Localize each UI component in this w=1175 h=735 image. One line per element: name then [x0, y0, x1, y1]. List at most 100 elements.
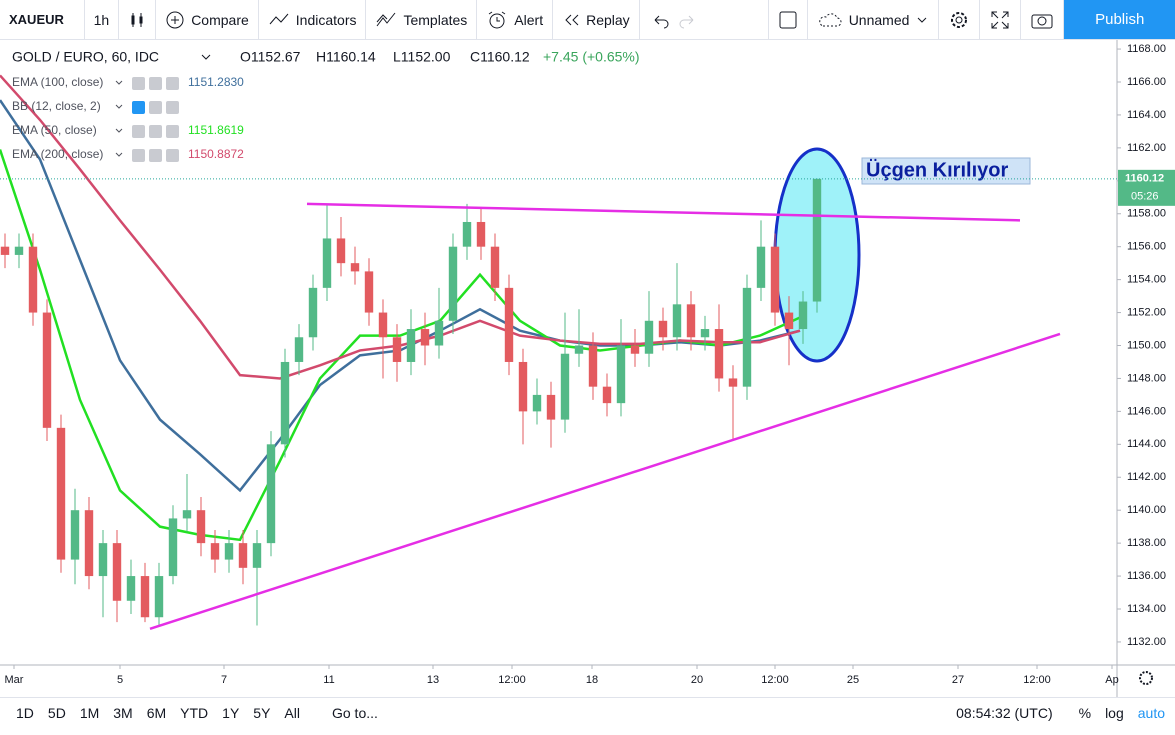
chevron [115, 152, 123, 157]
indicator-value: 1151.2830 [188, 75, 244, 89]
candle-body [798, 301, 808, 330]
y-tick-label: 1138.00 [1127, 537, 1166, 549]
y-tick-label: 1140.00 [1127, 504, 1166, 516]
candle-body [392, 337, 402, 362]
toolbar-button[interactable]: Templates [366, 0, 478, 39]
chevron [201, 54, 211, 60]
toolbar-button[interactable]: Replay [553, 0, 640, 39]
candle-body [196, 510, 206, 544]
candle-body [154, 576, 164, 618]
y-tick-label: 1142.00 [1127, 471, 1166, 483]
annotation-box [861, 157, 1031, 185]
candle-body [770, 246, 780, 313]
candle-body [84, 510, 94, 577]
toolbar-button[interactable]: Indicators [259, 0, 367, 39]
symbol[interactable]: XAUEUR [0, 0, 85, 39]
indicator-control[interactable] [166, 77, 179, 90]
label: Indicators [295, 11, 357, 28]
candle-body [210, 543, 220, 560]
indicator-control[interactable] [149, 125, 162, 138]
candle-body [420, 329, 430, 346]
y-tick-label: 1166.00 [1127, 76, 1166, 88]
candle-body [126, 576, 136, 601]
indicator-control[interactable] [132, 77, 145, 90]
toolbar-button[interactable]: Alert [477, 0, 554, 39]
candle-body [406, 329, 416, 362]
label: Unnamed [848, 11, 910, 28]
candle-body [448, 246, 458, 321]
candle-body [756, 246, 766, 288]
undo-redo[interactable] [640, 0, 708, 39]
icon [991, 11, 1009, 28]
y-tick-label: 1144.00 [1127, 438, 1166, 450]
fullscreen[interactable] [980, 0, 1022, 39]
candle-body [672, 304, 682, 338]
snapshot[interactable] [1021, 0, 1065, 39]
range-button[interactable]: 1D [16, 705, 34, 721]
candle-body [238, 543, 248, 568]
range-button[interactable]: YTD [180, 705, 209, 721]
range-button[interactable]: 3M [113, 705, 133, 721]
y-tick-label: 1148.00 [1127, 372, 1166, 384]
indicator-control[interactable] [166, 101, 179, 114]
candle-body [182, 510, 192, 519]
chart-style[interactable] [119, 0, 157, 39]
range-button[interactable]: 5Y [253, 705, 271, 721]
ohlc-value: L1152.00 [393, 49, 451, 65]
icon [818, 12, 842, 26]
candle-body [658, 320, 668, 338]
indicator-control[interactable] [132, 101, 145, 114]
goto[interactable]: Go to... [331, 705, 378, 721]
label: Compare [191, 11, 249, 28]
range-button[interactable]: 6M [146, 705, 167, 721]
icon [166, 11, 184, 28]
x-tick-label: Mar [5, 674, 24, 686]
candle-body [42, 312, 52, 428]
indicator-name: EMA (100, close) [12, 75, 103, 89]
candle-body [812, 178, 822, 302]
range-button[interactable]: 1M [79, 705, 100, 721]
publish-button[interactable]: Publish [1064, 0, 1175, 39]
chart-title: GOLD / EURO, 60, IDC [12, 49, 159, 65]
settings[interactable] [939, 0, 981, 39]
change: +7.45 (+0.65%) [543, 49, 640, 65]
indicator-control[interactable] [149, 101, 162, 114]
indicator-control[interactable] [149, 149, 162, 162]
indicator-control[interactable] [166, 149, 179, 162]
scale-option[interactable]: % [1078, 705, 1092, 721]
x-tick-label: 12:00 [1023, 674, 1051, 686]
indicator-control[interactable] [132, 125, 145, 138]
range-button[interactable]: 5D [47, 705, 66, 721]
scale-option[interactable]: log [1105, 705, 1124, 721]
x-tick-label: 18 [586, 674, 598, 686]
candle-body [168, 518, 178, 577]
candle-body [588, 345, 598, 387]
indicator-name: BB (12, close, 2) [12, 99, 101, 113]
layout-name[interactable]: Unnamed [808, 0, 940, 39]
indicator-line [0, 99, 801, 493]
toolbar-button[interactable]: Compare [156, 0, 259, 39]
layout-toggle[interactable] [767, 0, 808, 39]
icon [565, 14, 579, 25]
annotation: Üçgen Kırılıyor [866, 158, 1008, 181]
indicator-control[interactable] [132, 149, 145, 162]
indicator-control[interactable] [166, 125, 179, 138]
icon [779, 11, 797, 28]
icon [377, 12, 396, 26]
countdown: 05:26 [1131, 191, 1159, 203]
candle-body [532, 394, 542, 412]
trendline [306, 202, 1021, 222]
range-button[interactable]: All [284, 705, 300, 721]
interval[interactable]: 1h [85, 0, 120, 39]
indicator-control[interactable] [149, 77, 162, 90]
trendline [149, 332, 1061, 630]
y-tick-label: 1132.00 [1127, 636, 1166, 648]
chevron [115, 104, 123, 109]
range-button[interactable]: 1Y [222, 705, 240, 721]
label: Alert [514, 11, 544, 28]
x-tick-label: 20 [691, 674, 703, 686]
candle-body [56, 427, 66, 560]
y-tick-label: 1164.00 [1127, 109, 1166, 121]
scale-option[interactable]: auto [1137, 705, 1165, 721]
